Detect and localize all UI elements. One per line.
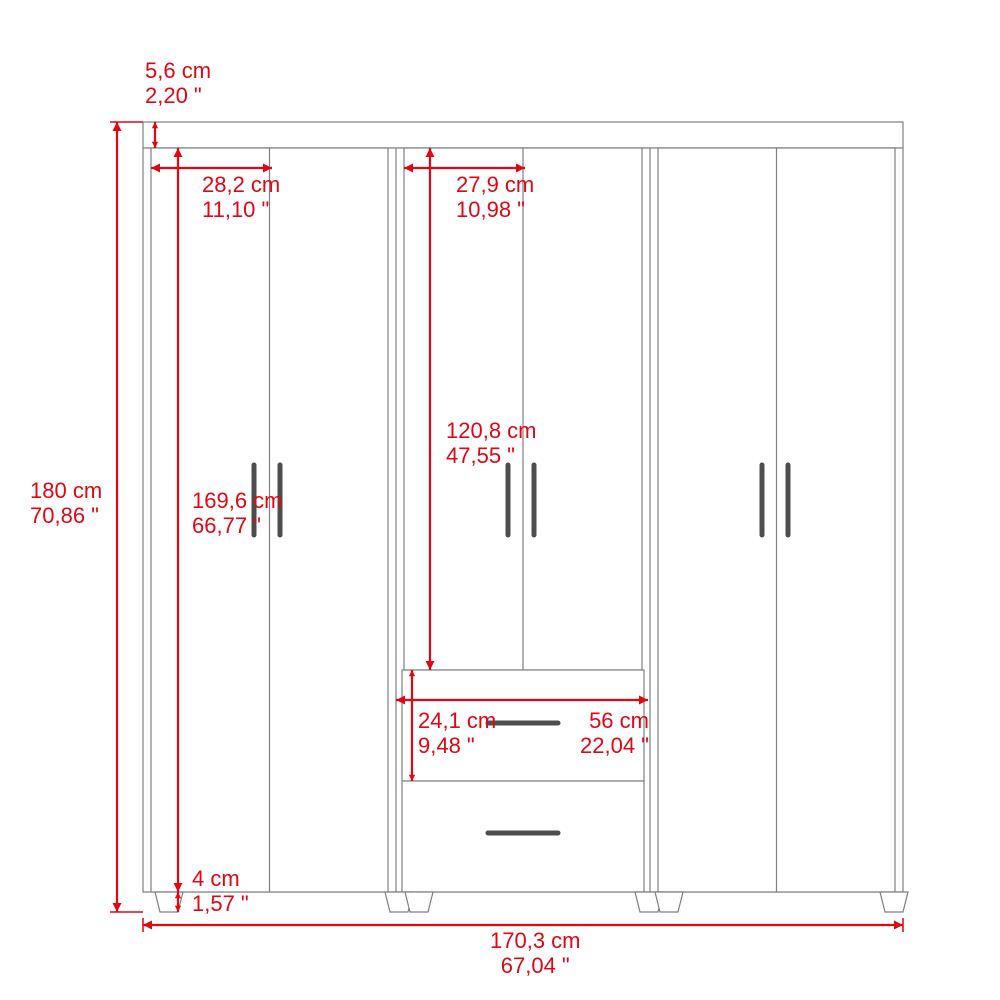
- label-total-height: 180 cm70,86 ": [30, 478, 102, 529]
- label-total-width: 170,3 cm67,04 ": [490, 928, 581, 979]
- label-foot-h: 4 cm1,57 ": [192, 866, 249, 917]
- label-top-gap: 5,6 cm2,20 ": [145, 58, 211, 109]
- label-mid-door-h: 120,8 cm47,55 ": [446, 418, 537, 469]
- label-left-door-h: 169,6 cm66,77 ": [192, 488, 283, 539]
- label-mid-door-w: 27,9 cm10,98 ": [456, 172, 534, 223]
- label-drawer-w: 56 cm22,04 ": [580, 708, 649, 759]
- technical-drawing: [0, 0, 1000, 1000]
- label-drawer-h: 24,1 cm9,48 ": [418, 708, 496, 759]
- label-left-door-w: 28,2 cm11,10 ": [202, 172, 280, 223]
